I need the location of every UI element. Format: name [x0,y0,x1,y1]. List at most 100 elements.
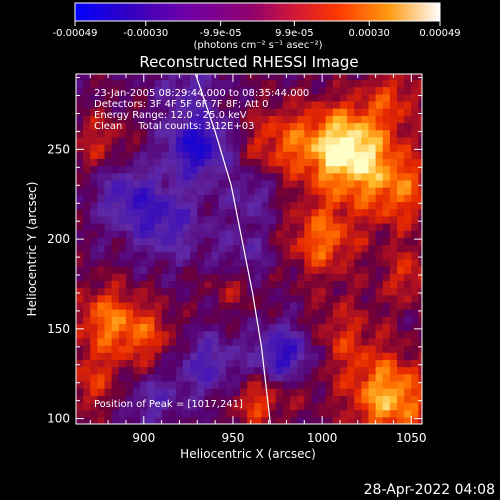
heatmap-cell [311,345,320,353]
heatmap-cell [375,251,384,260]
heatmap-cell [397,258,405,267]
heatmap-cell [111,301,120,310]
heatmap-cell [268,273,277,282]
heatmap-cell [382,158,391,167]
heatmap-cell [304,136,313,145]
heatmap-cell [297,273,305,282]
heatmap-cell [240,144,248,152]
heatmap-cell [104,280,113,289]
heatmap-cell [254,201,263,210]
heatmap-cell [254,74,263,80]
heatmap-cell [161,122,170,131]
heatmap-cell [354,93,362,102]
heatmap-cell [261,337,270,346]
heatmap-cell [389,280,398,289]
heatmap-cell [290,301,298,310]
heatmap-cell [332,373,341,382]
heatmap-cell [175,179,184,188]
heatmap-cell [190,151,198,159]
heatmap-cell [311,309,320,317]
heatmap-cell [339,172,348,181]
heatmap-cell [197,208,206,217]
heatmap-cell [275,258,284,267]
heatmap-cell [290,179,298,188]
heatmap-cell [332,251,341,260]
heatmap-cell [361,388,370,396]
heatmap-cell [133,258,141,267]
heatmap-cell [247,194,255,203]
heatmap-cell [389,136,398,145]
heatmap-cell [247,144,255,152]
heatmap-cell [197,323,206,332]
heatmap-cell [311,215,320,224]
heatmap-cell [382,222,391,231]
heatmap-cell [332,108,341,116]
heatmap-cell [104,402,113,411]
heatmap-cell [97,258,106,267]
heatmap-cell [382,301,391,310]
heatmap-cell [104,409,113,418]
heatmap-cell [418,74,422,80]
heatmap-cell [154,230,163,238]
heatmap-cell [225,108,234,116]
heatmap-cell [104,273,113,282]
heatmap-cell [240,79,248,88]
heatmap-cell [247,345,255,353]
heatmap-cell [318,330,327,339]
heatmap-cell [204,136,213,145]
heatmap-cell [382,280,391,289]
heatmap-cell [339,244,348,253]
heatmap-cell [147,172,156,181]
heatmap-cell [347,287,355,296]
heatmap-cell [347,158,355,167]
heatmap-cell [389,230,398,238]
heatmap-cell [97,330,106,339]
heatmap-cell [404,79,412,88]
heatmap-cell [418,287,422,296]
heatmap-cell [240,402,248,411]
heatmap-cell [97,100,106,109]
heatmap-cell [183,373,191,382]
heatmap-cell [90,373,99,382]
heatmap-cell [211,122,220,131]
heatmap-cell [282,395,291,404]
heatmap-cell [83,244,91,253]
heatmap-cell [154,215,163,224]
heatmap-cell [83,122,91,131]
heatmap-cell [240,187,248,195]
heatmap-cell [247,402,255,411]
heatmap-cell [339,258,348,267]
heatmap-cell [418,409,422,418]
heatmap-cell [204,280,213,289]
heatmap-cell [354,345,362,353]
heatmap-cell [190,165,198,174]
heatmap-cell [147,201,156,210]
heatmap-cell [347,122,355,131]
heatmap-cell [161,108,170,116]
heatmap-cell [83,380,91,389]
heatmap-cell [375,287,384,296]
heatmap-cell [354,79,362,88]
heatmap-cell [382,366,391,375]
heatmap-cell [190,309,198,317]
heatmap-cell [397,373,405,382]
heatmap-cell [339,237,348,246]
heatmap-cell [368,187,377,195]
heatmap-cell [232,266,241,274]
heatmap-cell [268,165,277,174]
heatmap-cell [161,237,170,246]
heatmap-cell [354,251,362,260]
heatmap-cell [304,115,313,124]
heatmap-cell [282,301,291,310]
heatmap-cell [325,187,334,195]
heatmap-cell [354,122,362,131]
heatmap-cell [347,215,355,224]
heatmap-cell [225,359,234,368]
heatmap-cell [118,380,127,389]
heatmap-cell [339,330,348,339]
heatmap-cell [76,144,84,152]
heatmap-cell [204,380,213,389]
heatmap-cell [325,251,334,260]
heatmap-cell [111,74,120,80]
heatmap-cell [354,330,362,339]
